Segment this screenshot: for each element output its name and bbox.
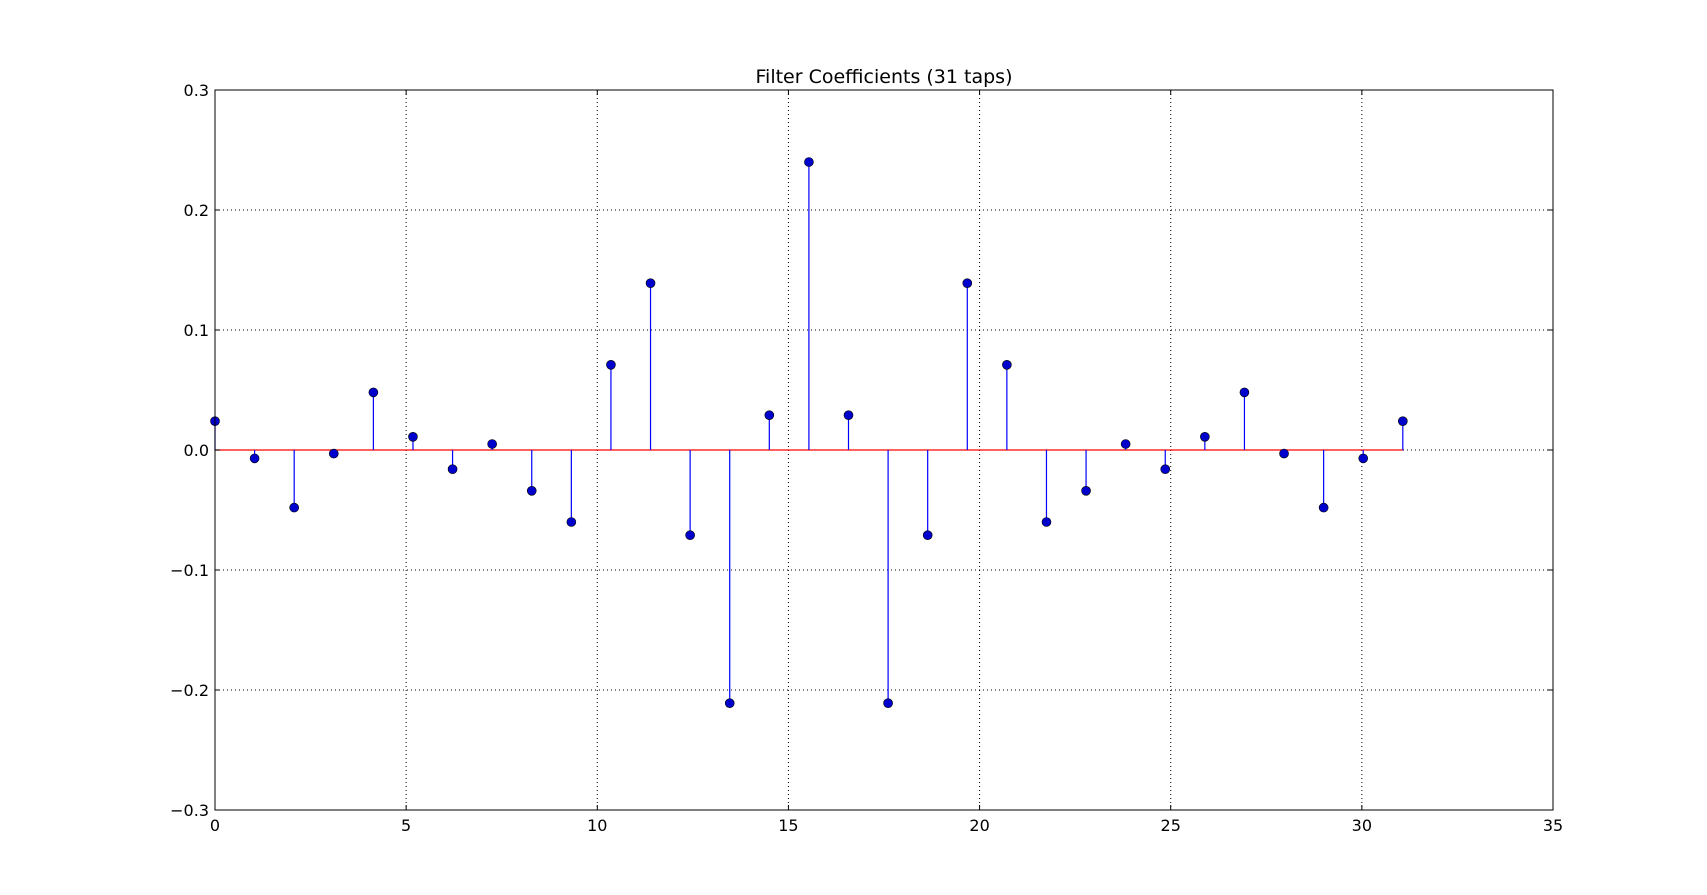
y-tick-label-1: −0.2 [170,681,209,700]
x-tick-label-3: 15 [778,816,798,835]
stem-marker-22 [1081,485,1091,496]
stem-marker-27 [1279,448,1289,459]
y-tick-label-3: 0.0 [184,441,209,460]
x-tick-labels: 0 5 10 15 20 25 30 35 [210,816,1563,835]
x-tick-label-2: 10 [587,816,607,835]
x-tick-label-6: 30 [1352,816,1372,835]
stem-marker-28 [1318,502,1329,513]
stem-marker-14 [764,410,775,421]
stem-marker-5 [408,431,418,442]
stem-marker-24 [1160,464,1171,475]
x-tick-label-1: 5 [401,816,411,835]
x-tick-label-5: 25 [1161,816,1181,835]
stem-marker-20 [1002,359,1012,370]
tick-marks [214,89,1554,811]
stem-marker-11 [645,278,656,289]
stem-marker-15 [804,157,814,167]
stem-marker-18 [922,530,933,541]
x-tick-label-7: 35 [1543,816,1563,835]
stem-marker-8 [526,485,537,496]
stem-marker-19 [962,278,973,289]
stem-marker-25 [1200,431,1210,442]
y-tick-labels: −0.3 −0.2 −0.1 0.0 0.1 0.2 0.3 [170,81,209,820]
x-tick-label-4: 20 [969,816,989,835]
stem-marker-3 [328,448,339,459]
stem-marker-6 [447,464,458,475]
stem-marker-30 [1398,416,1408,427]
stem-marker-9 [566,517,577,527]
stem-marker-13 [724,698,735,709]
y-tick-label-2: −0.1 [170,561,209,580]
stem-marker-23 [1120,439,1131,449]
stem-marker-16 [843,410,854,421]
stem-marker-2 [289,502,299,513]
stem-marker-10 [606,359,616,370]
stem-marker-7 [487,439,497,449]
x-tick-label-0: 0 [210,816,220,835]
y-tick-label-0: −0.3 [170,801,209,820]
y-tick-label-4: 0.1 [184,321,209,340]
y-tick-label-6: 0.3 [184,81,209,100]
stem-marker-1 [249,453,260,464]
stem-marker-29 [1358,453,1369,464]
markers [210,157,1408,709]
stem-marker-17 [883,698,893,709]
stem-marker-21 [1041,517,1052,527]
chart-title: Filter Coefficients (31 taps) [756,66,1013,88]
stem-marker-12 [685,530,695,541]
stem-marker-4 [368,387,379,398]
stem-marker-26 [1239,387,1250,398]
stems [214,162,1404,704]
y-tick-label-5: 0.2 [184,201,209,220]
